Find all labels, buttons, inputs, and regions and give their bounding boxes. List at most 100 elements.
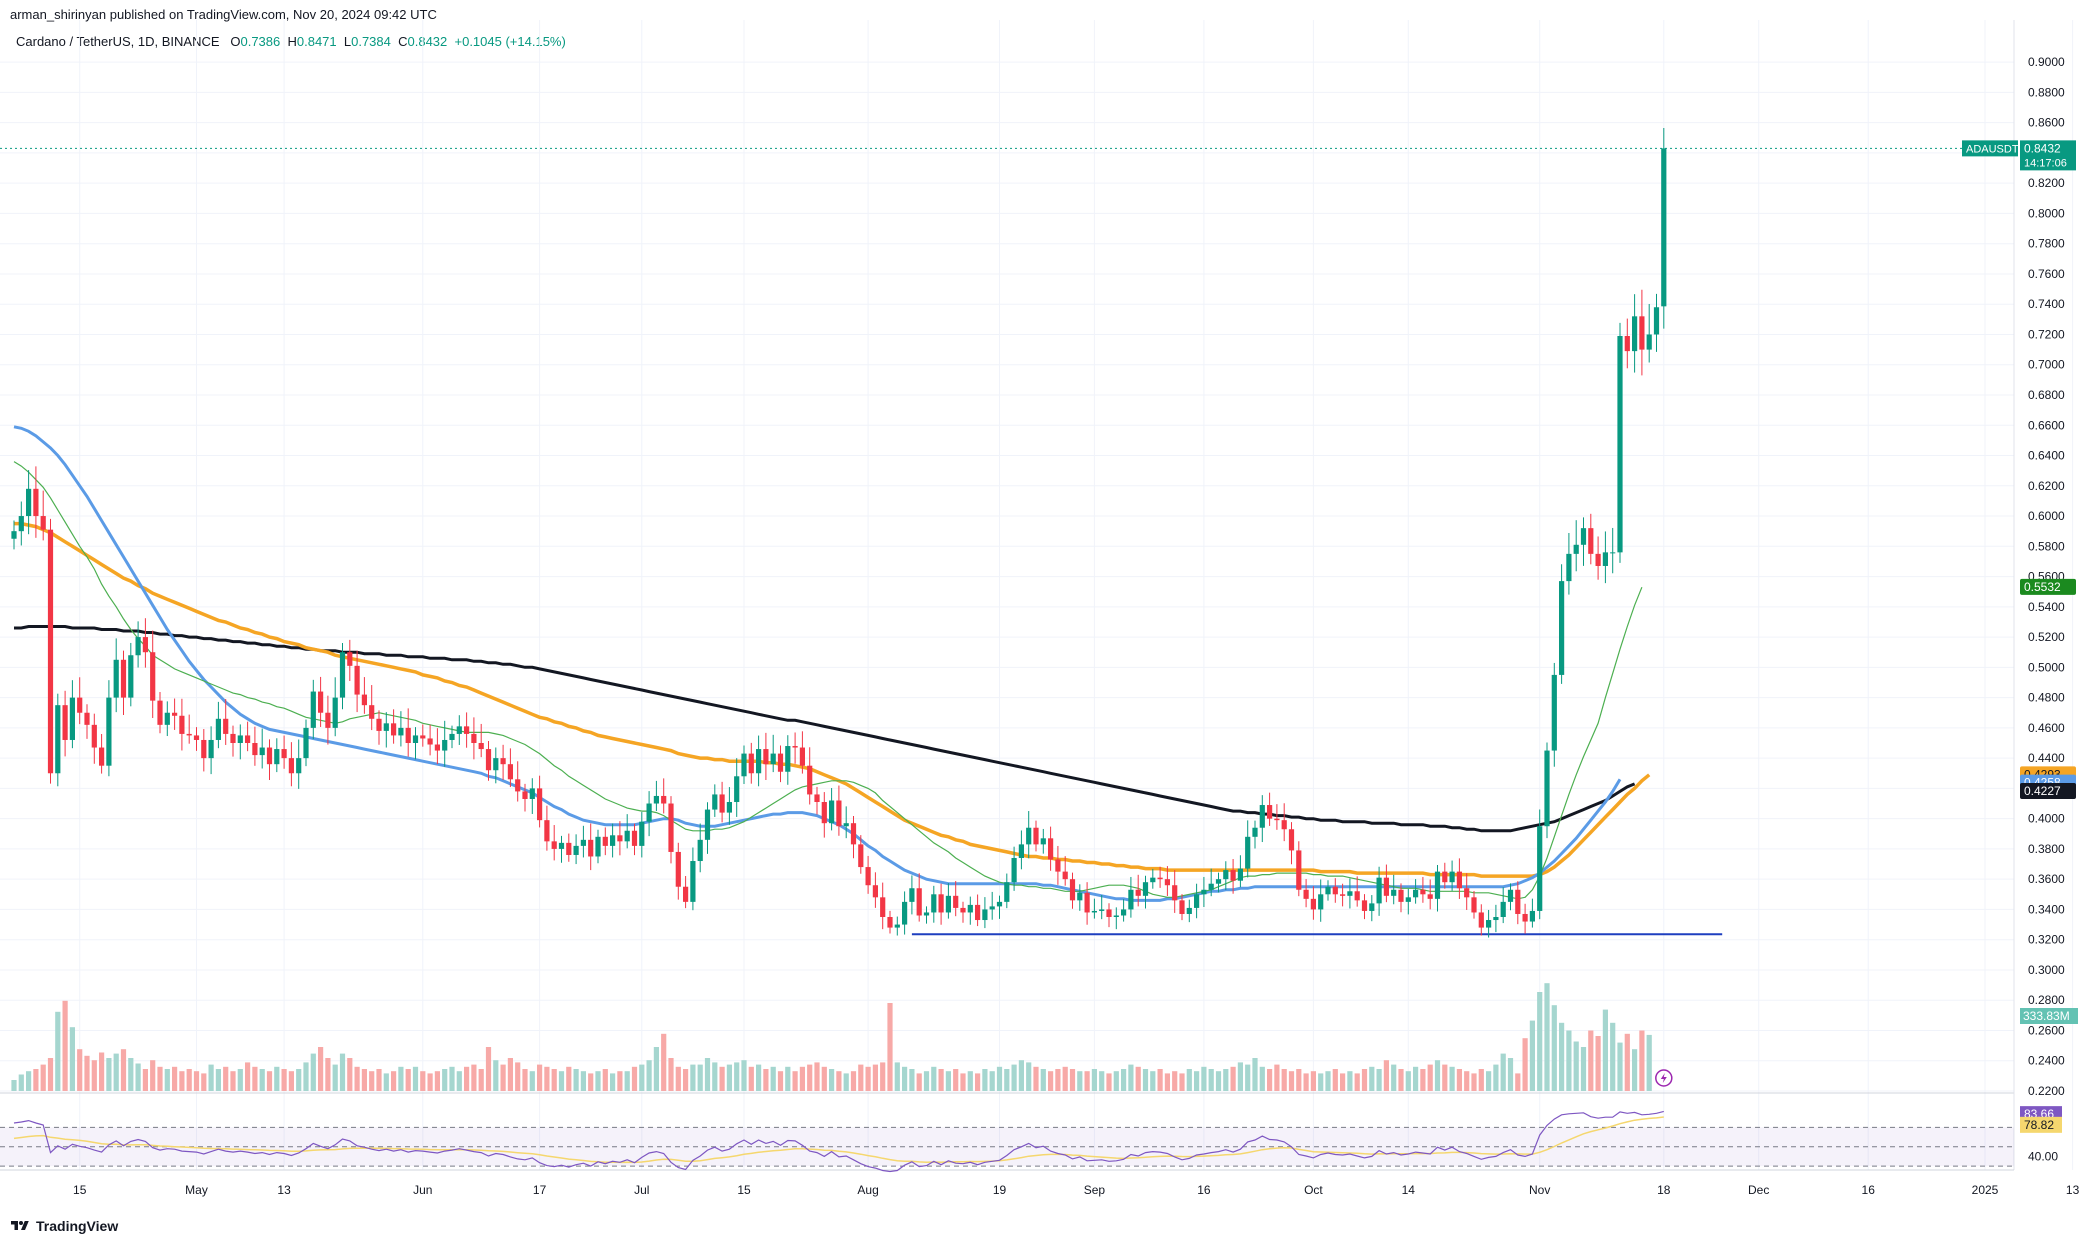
volume-bar	[427, 1073, 433, 1091]
candle-body	[40, 516, 46, 530]
volume-bar	[1150, 1071, 1156, 1091]
volume-bar	[157, 1066, 163, 1091]
candle-body	[726, 802, 732, 813]
volume-bar	[1405, 1071, 1411, 1091]
candle-body	[683, 886, 689, 902]
candle-body	[734, 776, 740, 803]
candle-body	[186, 733, 192, 736]
candle-body	[515, 779, 521, 792]
candle-body	[1281, 820, 1287, 830]
volume-bar	[712, 1062, 718, 1091]
volume-bar	[1617, 1042, 1623, 1091]
candle-body	[880, 897, 886, 917]
price-tick-label: 0.6400	[2028, 449, 2065, 463]
volume-bar	[894, 1062, 900, 1091]
candle-body	[704, 809, 711, 840]
candle-body	[464, 726, 470, 734]
candle-body	[420, 735, 426, 739]
candle-body	[967, 904, 973, 913]
volume-bar	[442, 1069, 448, 1091]
ma200-badge-bg	[2020, 782, 2076, 799]
candle-body	[164, 712, 170, 725]
volume-bar	[1230, 1066, 1236, 1091]
candle-body	[1602, 552, 1608, 566]
candle-body	[1522, 913, 1528, 922]
candle-body	[1478, 912, 1484, 928]
volume-bar	[208, 1064, 214, 1091]
candle-body	[1055, 859, 1061, 872]
price-tick-label: 0.7600	[2028, 267, 2065, 281]
volume-bar	[142, 1069, 148, 1091]
candle-body	[741, 753, 747, 777]
volume-bar	[1121, 1069, 1127, 1091]
candle-body	[1464, 888, 1470, 898]
volume-bar	[909, 1069, 915, 1091]
candle-body	[500, 758, 506, 765]
volume-bar	[777, 1071, 784, 1091]
volume-bar	[405, 1069, 411, 1091]
candle-body	[529, 788, 535, 799]
candle-body	[1026, 827, 1032, 845]
candle-body	[1405, 897, 1411, 902]
candle-body	[1420, 889, 1426, 895]
volume-bar	[1172, 1071, 1178, 1091]
ma200-badge: 0.4227	[2024, 784, 2061, 798]
volume-bar	[1274, 1064, 1280, 1091]
volume-bar	[434, 1071, 440, 1091]
symbol-label[interactable]: Cardano / TetherUS, 1D, BINANCE	[16, 34, 220, 49]
candle-body	[1610, 552, 1616, 554]
candle-body	[303, 727, 309, 759]
time-tick-label: Aug	[857, 1183, 878, 1197]
ma100-line	[14, 521, 1651, 878]
publisher-line: arman_shirinyan published on TradingView…	[10, 7, 437, 22]
volume-bar	[288, 1071, 294, 1091]
candle-body	[989, 906, 995, 910]
time-tick-label: 19	[993, 1183, 1007, 1197]
volume-bar	[931, 1066, 937, 1091]
candle-body	[843, 823, 849, 827]
price-tick-label: 0.6200	[2028, 479, 2065, 493]
price-tick-label: 0.5000	[2028, 660, 2065, 674]
candle-body	[1288, 829, 1295, 851]
candle-body	[456, 726, 462, 734]
candle-body	[1486, 920, 1492, 928]
candle-body	[383, 723, 389, 731]
volume-bar	[1091, 1069, 1097, 1091]
volume-bar	[164, 1069, 170, 1091]
volume-bar	[1493, 1064, 1499, 1091]
candle-body	[1566, 553, 1572, 582]
candle-body	[953, 895, 959, 908]
candle-body	[661, 795, 667, 804]
volume-bar	[1427, 1064, 1433, 1091]
volume-bar	[1500, 1053, 1506, 1091]
volume-bar	[507, 1058, 513, 1091]
volume-bar	[215, 1069, 221, 1091]
candle-body	[369, 705, 375, 719]
volume-bar	[456, 1071, 462, 1091]
candle-body	[1391, 889, 1397, 896]
volume-bar	[1420, 1069, 1426, 1091]
volume-bar	[1413, 1066, 1419, 1091]
volume-bar	[1048, 1071, 1054, 1091]
price-tick-label: 0.3600	[2028, 872, 2065, 886]
volume-bar	[318, 1047, 324, 1091]
volume-bar	[923, 1071, 930, 1091]
candle-body	[894, 924, 900, 928]
volume-bar	[69, 1027, 75, 1091]
volume-bar	[1179, 1073, 1185, 1091]
volume-bar	[683, 1069, 689, 1091]
moving-averages	[13, 425, 1651, 902]
price-tick-label: 0.7800	[2028, 237, 2065, 251]
price-tick-label: 0.4400	[2028, 751, 2065, 765]
candle-body	[91, 724, 97, 748]
candle-body	[573, 845, 579, 855]
volume-bar	[369, 1071, 375, 1091]
candle-body	[11, 531, 17, 539]
volume-bar	[354, 1066, 360, 1091]
candle-body	[245, 735, 251, 743]
volume-bar	[1099, 1071, 1105, 1091]
volume-bar	[449, 1066, 455, 1091]
volume-bar	[996, 1066, 1003, 1091]
volume-bar	[1201, 1066, 1207, 1091]
